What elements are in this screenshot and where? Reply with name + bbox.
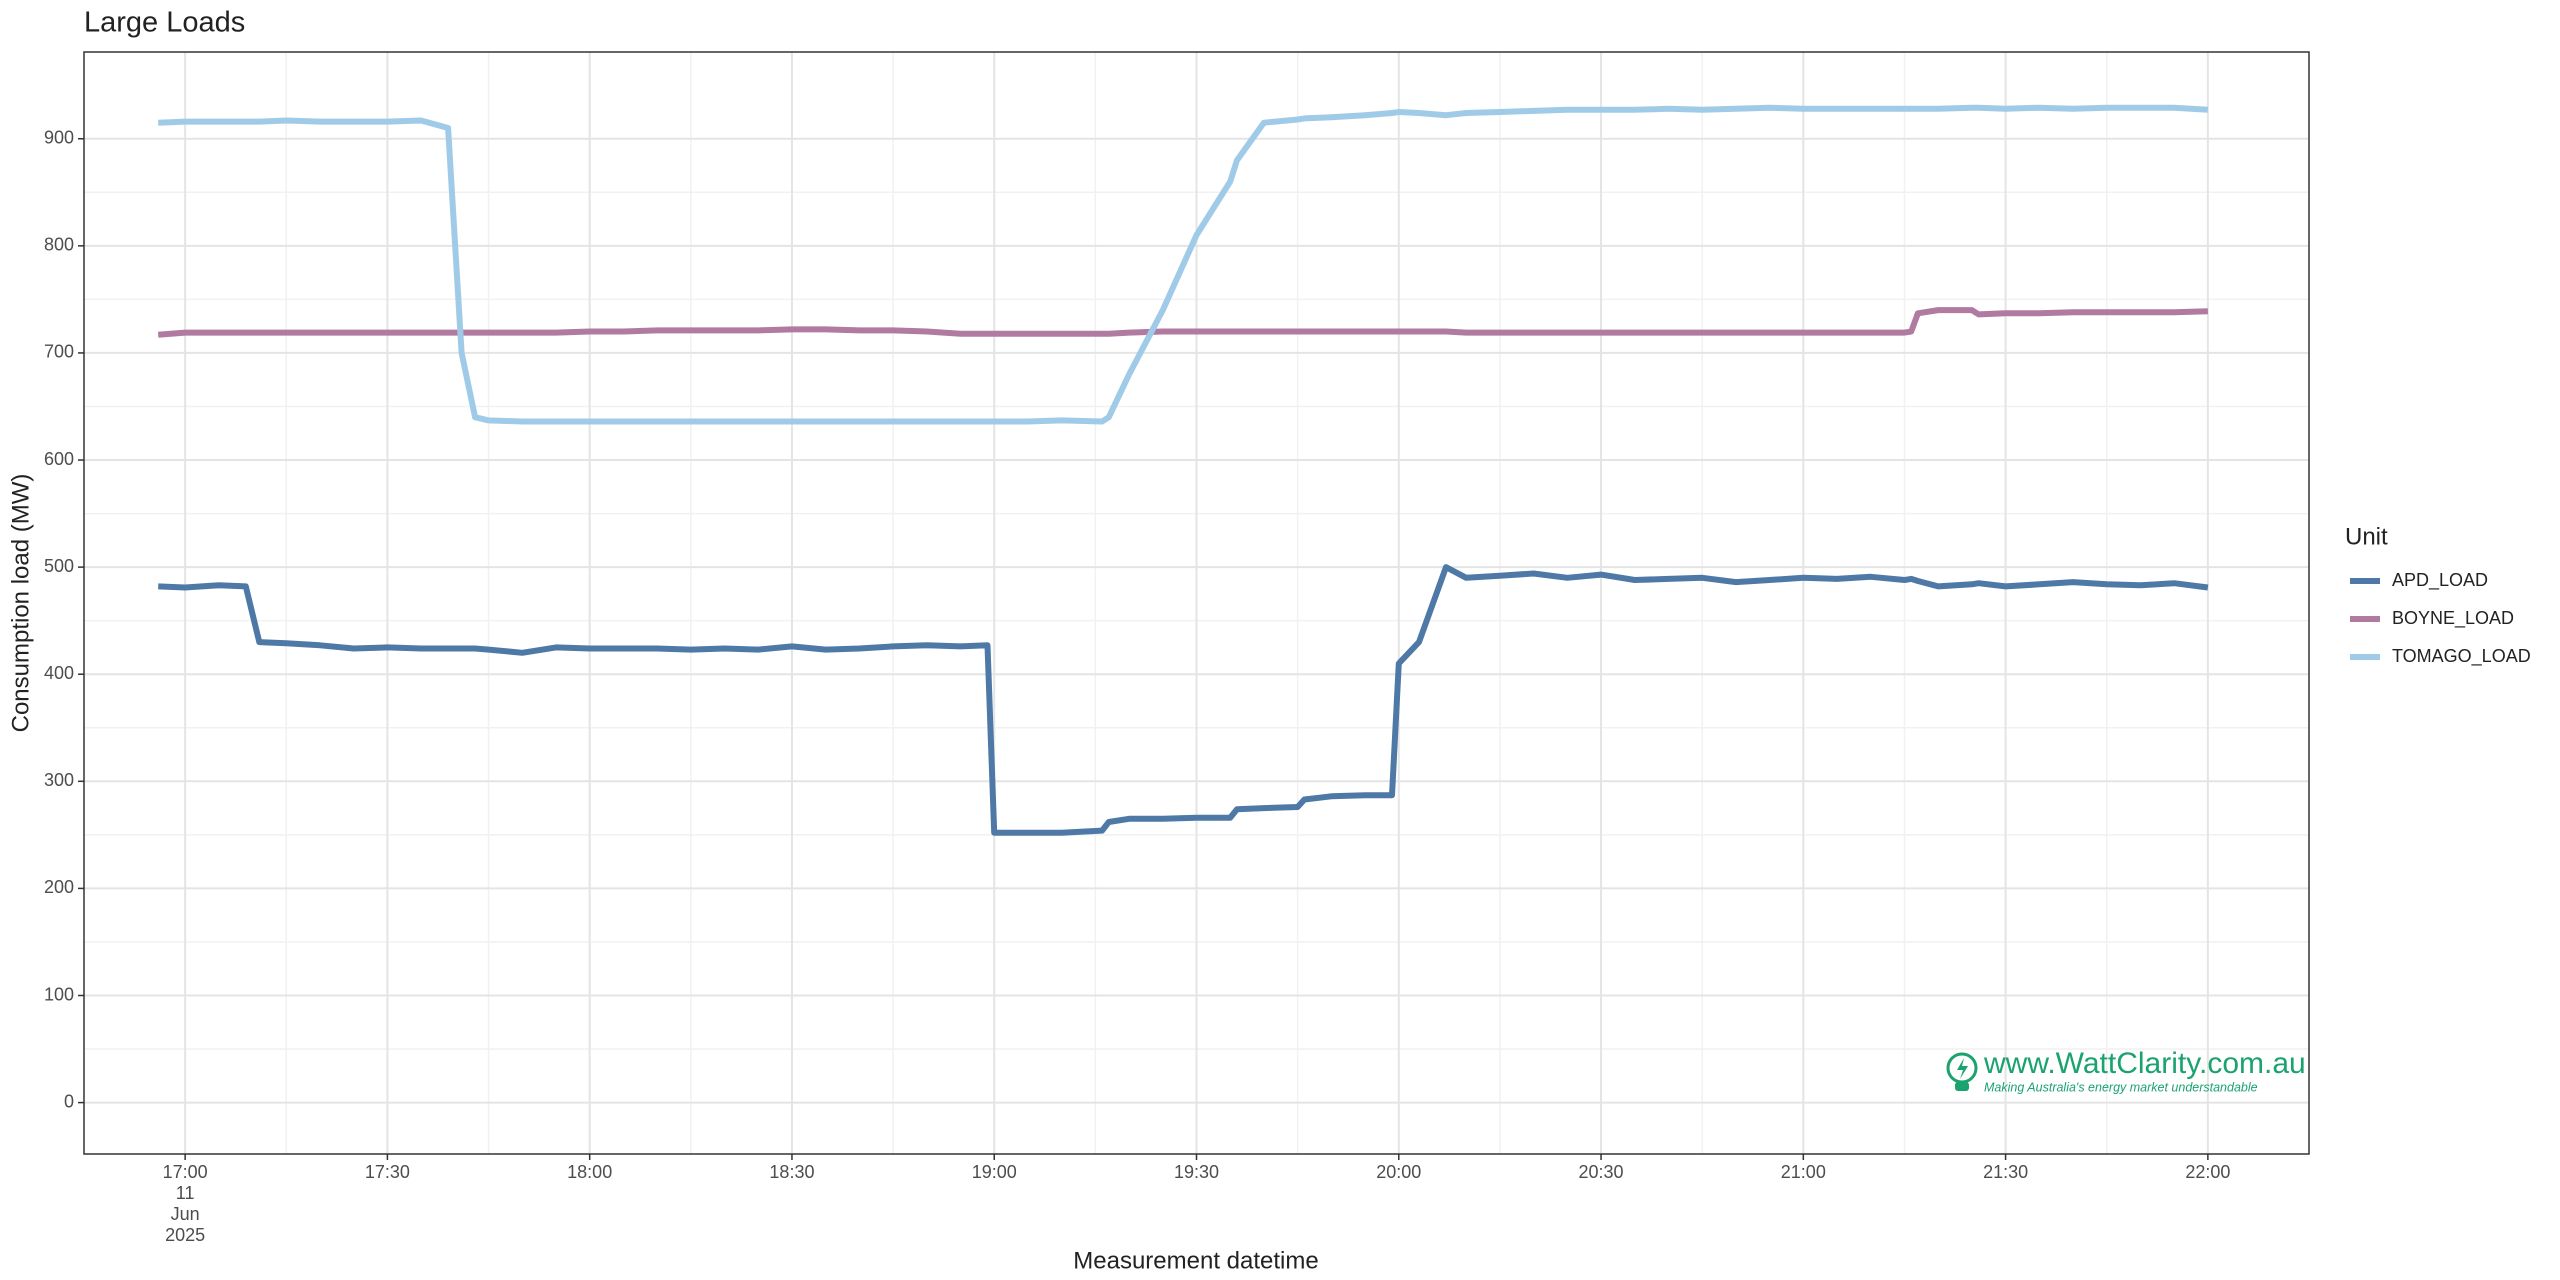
- x-tick-label: 22:00: [2185, 1162, 2230, 1182]
- watermark-tagline: Making Australia's energy market underst…: [1984, 1080, 2258, 1094]
- x-date-label: Jun: [171, 1204, 200, 1224]
- legend-label: BOYNE_LOAD: [2392, 608, 2514, 629]
- watermark-icon-base: [1955, 1082, 1969, 1091]
- y-tick-label: 300: [44, 770, 74, 790]
- series-line: [158, 104, 2209, 425]
- y-tick-label: 700: [44, 342, 74, 362]
- legend-label: TOMAGO_LOAD: [2392, 646, 2531, 667]
- x-date-label: 2025: [165, 1225, 205, 1245]
- watermark: www.WattClarity.com.au Making Australia'…: [1946, 1047, 2306, 1094]
- x-tick-label: 18:30: [769, 1162, 814, 1182]
- x-tick-label: 20:30: [1579, 1162, 1624, 1182]
- y-tick-label: 400: [44, 663, 74, 683]
- chart-title: Large Loads: [84, 7, 245, 39]
- series-line: [158, 564, 2209, 836]
- series-line: [157, 307, 2208, 338]
- y-tick-label: 500: [44, 556, 74, 576]
- x-tick-label: 18:00: [567, 1162, 612, 1182]
- x-date-label: 11: [176, 1183, 195, 1203]
- y-tick-label: 0: [64, 1091, 74, 1111]
- y-axis-title: Consumption load (MW): [7, 474, 34, 733]
- y-tick-label: 800: [44, 235, 74, 255]
- legend-title: Unit: [2345, 523, 2388, 550]
- x-tick-label: 17:00: [163, 1162, 208, 1182]
- plot-frame: [83, 51, 2310, 1155]
- y-tick-label: 900: [44, 127, 74, 147]
- x-tick-label: 21:00: [1781, 1162, 1826, 1182]
- y-tick-label: 600: [44, 449, 74, 469]
- x-tick-label: 20:00: [1376, 1162, 1421, 1182]
- legend-label: APD_LOAD: [2392, 570, 2488, 591]
- y-tick-label: 200: [44, 877, 74, 897]
- y-tick-label: 100: [44, 984, 74, 1004]
- x-tick-label: 21:30: [1983, 1162, 2028, 1182]
- watermark-bolt: [1957, 1058, 1968, 1079]
- x-tick-label: 19:30: [1174, 1162, 1219, 1182]
- x-axis-title: Measurement datetime: [1073, 1247, 1318, 1274]
- x-tick-label: 17:30: [365, 1162, 410, 1182]
- x-tick-label: 19:00: [972, 1162, 1017, 1182]
- watermark-text: www.WattClarity.com.au: [1983, 1047, 2306, 1080]
